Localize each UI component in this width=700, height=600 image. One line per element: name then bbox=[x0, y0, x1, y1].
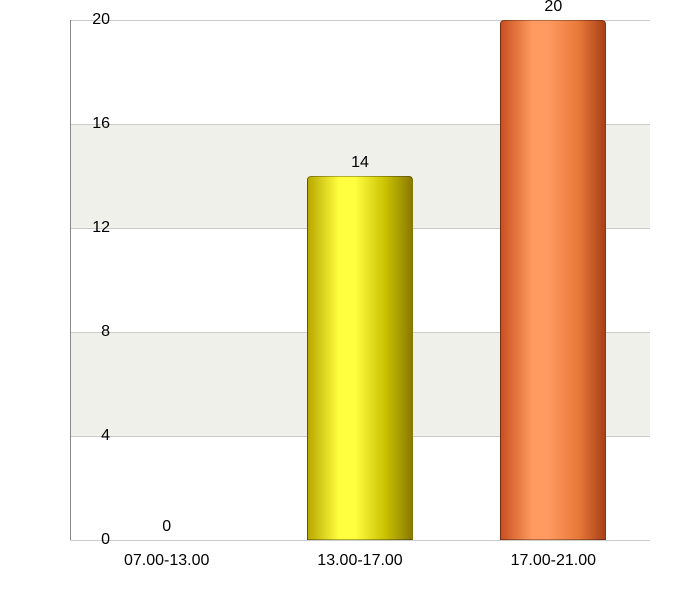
y-tick-label: 4 bbox=[60, 427, 110, 445]
x-tick-label: 17.00-21.00 bbox=[511, 552, 596, 570]
y-axis-line bbox=[70, 20, 71, 540]
x-tick-label: 13.00-17.00 bbox=[317, 552, 402, 570]
bar bbox=[500, 20, 606, 540]
x-tick-label: 07.00-13.00 bbox=[124, 552, 209, 570]
y-tick-label: 12 bbox=[60, 219, 110, 237]
bar bbox=[307, 176, 413, 540]
chart-container: 0 4 8 12 16 20 0 07.00-13.00 14 13.00-17.00 20 17.0… bbox=[0, 0, 700, 600]
gridline bbox=[70, 540, 650, 541]
y-tick-label: 8 bbox=[60, 323, 110, 341]
y-tick-label: 0 bbox=[60, 531, 110, 549]
bar-value-label: 20 bbox=[544, 0, 562, 16]
plot-area bbox=[70, 20, 650, 540]
bar-value-label: 0 bbox=[162, 518, 171, 536]
y-tick-label: 20 bbox=[60, 11, 110, 29]
y-tick-label: 16 bbox=[60, 115, 110, 133]
bar-value-label: 14 bbox=[351, 154, 369, 172]
